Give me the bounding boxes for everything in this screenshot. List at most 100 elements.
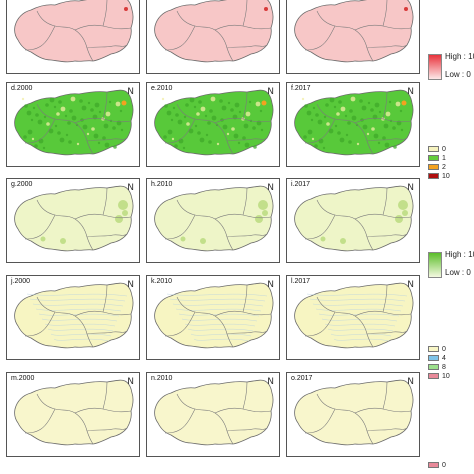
vegetation-patch: [317, 119, 323, 125]
road-line: [312, 303, 404, 307]
density-spot: [200, 238, 206, 244]
region-border: [24, 118, 56, 144]
vegetation-patch: [370, 108, 374, 112]
plateau-map: [14, 282, 134, 349]
map-panel: e.2010 N: [146, 82, 280, 167]
density-spot: [398, 200, 408, 210]
north-arrow-icon: N: [127, 377, 134, 387]
vegetation-patch: [244, 142, 250, 148]
vegetation-patch: [21, 97, 25, 101]
vegetation-patch: [194, 124, 198, 128]
region-border: [382, 284, 388, 313]
map-panel: h.2010 N: [146, 178, 280, 263]
region-border: [382, 0, 388, 27]
plateau-map: [294, 282, 414, 349]
cat1-item-3: 10: [428, 173, 450, 182]
region-border: [304, 214, 336, 240]
north-arrow-icon: N: [407, 280, 414, 290]
vegetation-patch: [314, 144, 318, 148]
vegetation-patch: [177, 119, 183, 125]
vegetation-patch: [112, 126, 116, 130]
vegetation-patch: [395, 101, 401, 107]
road-line: [318, 313, 400, 317]
vegetation-patch: [211, 115, 217, 121]
plateau-map: [294, 185, 414, 252]
cat2-item-3: 10: [428, 373, 450, 382]
vegetation-patch: [64, 114, 68, 118]
north-arrow-icon: N: [407, 377, 414, 387]
map-panel: i.2017 N: [286, 178, 420, 263]
region-border: [242, 91, 248, 120]
vegetation-patch: [388, 100, 392, 104]
region-border: [226, 330, 268, 335]
plateau-map: [154, 89, 274, 156]
vegetation-patch: [303, 135, 307, 139]
cat2-label-0: 0: [442, 346, 446, 353]
panel-label: m.2000: [11, 375, 35, 382]
vegetation-patch: [334, 124, 338, 128]
vegetation-patch: [231, 127, 235, 131]
region-border: [86, 427, 128, 432]
vegetation-patch: [79, 99, 83, 103]
north-arrow-icon: N: [127, 183, 134, 193]
vegetation-patch: [27, 129, 33, 135]
vegetation-patch: [378, 110, 382, 114]
vegetation-patch: [209, 109, 213, 113]
panel-label: j.2000: [11, 278, 31, 285]
north-arrow-icon: N: [267, 87, 274, 97]
vegetation-patch: [361, 105, 367, 111]
road-line: [306, 293, 408, 297]
cat1-swatch-2: [428, 164, 439, 171]
vegetation-patch: [256, 120, 262, 126]
vegetation-patch: [371, 127, 375, 131]
vegetation-patch: [350, 96, 356, 102]
cat1-swatch-0: [428, 146, 439, 153]
region-border: [366, 137, 408, 142]
vegetation-patch: [102, 136, 106, 140]
region-border: [86, 44, 128, 49]
hotspot: [124, 7, 128, 11]
map-panel: [286, 0, 420, 74]
vegetation-patch: [49, 97, 55, 103]
hotspot: [264, 7, 268, 11]
vegetation-patch: [56, 112, 60, 116]
vegetation-patch: [355, 123, 359, 127]
road-line: [181, 318, 258, 322]
density-spot: [262, 210, 268, 216]
plateau-outline: [154, 0, 274, 63]
density-spot: [122, 210, 128, 216]
vegetation-patch: [103, 123, 109, 129]
region-border: [366, 427, 408, 432]
vegetation-patch: [230, 108, 234, 112]
road-line: [324, 323, 396, 327]
region-border: [102, 91, 108, 120]
cat1-label-2: 2: [442, 164, 446, 171]
panel-label: f.2017: [291, 85, 311, 92]
density-spot: [402, 210, 408, 216]
vegetation-patch: [222, 124, 228, 130]
vegetation-patch: [307, 129, 313, 135]
region-border: [382, 381, 388, 410]
road-line: [26, 293, 128, 297]
vegetation-patch: [374, 102, 380, 108]
legend-green-gradient: High : 10 Low : 0: [428, 250, 474, 280]
vegetation-patch: [396, 120, 402, 126]
region-border: [226, 427, 268, 432]
vegetation-patch: [233, 133, 239, 139]
cat2-swatch-3: [428, 373, 439, 380]
vegetation-patch: [248, 100, 252, 104]
vegetation-patch: [171, 137, 175, 141]
vegetation-patch: [48, 128, 54, 134]
vegetation-patch: [359, 99, 363, 103]
vegetation-patch: [94, 102, 100, 108]
road-line: [172, 303, 264, 307]
vegetation-patch: [255, 101, 261, 107]
road-line: [184, 323, 256, 327]
cat2-item-2: 8: [428, 364, 446, 373]
plateau-map: [14, 185, 134, 252]
vegetation-patch: [219, 99, 223, 103]
vegetation-patch: [362, 124, 368, 130]
vegetation-patch: [174, 144, 178, 148]
vegetation-patch: [45, 103, 49, 107]
vegetation-patch: [210, 96, 216, 102]
